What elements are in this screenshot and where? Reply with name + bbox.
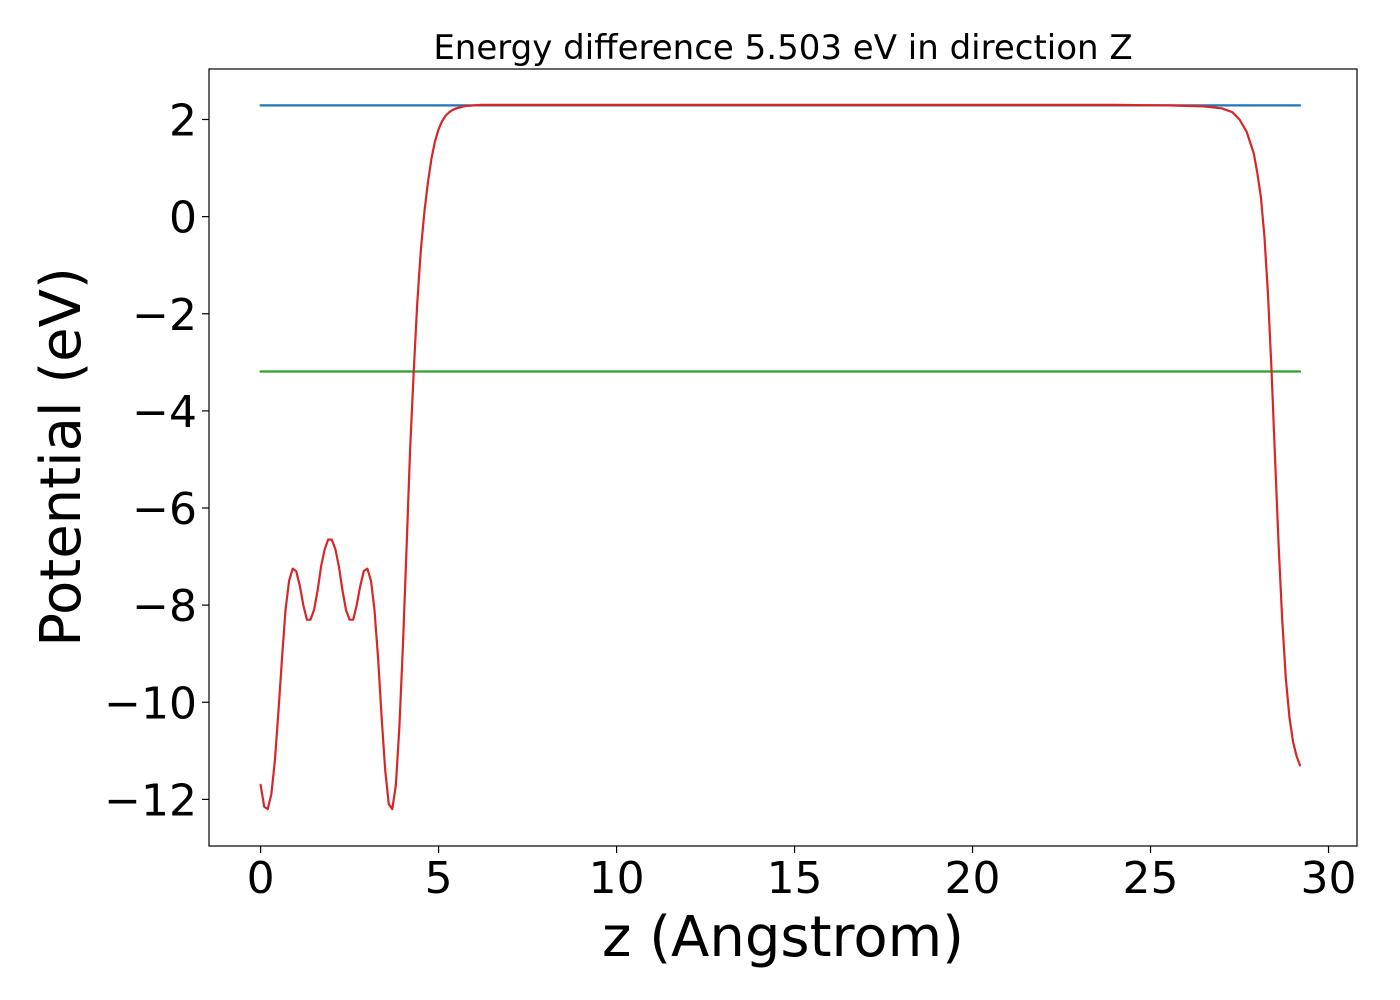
x-tick-label: 10 <box>589 853 645 904</box>
y-tick-label: 0 <box>169 193 197 244</box>
y-tick-label: −12 <box>104 775 197 826</box>
x-axis-ticks: 0 5 10 15 20 25 30 <box>247 846 1357 904</box>
y-axis-label: Potential (eV) <box>29 267 94 647</box>
x-tick-label: 30 <box>1301 853 1357 904</box>
chart-title: Energy difference 5.503 eV in direction … <box>433 28 1132 68</box>
y-tick-label: −4 <box>132 387 197 438</box>
y-axis-ticks: 2 0 −2 −4 −6 −8 −10 −12 <box>104 96 209 826</box>
potential-profile-line <box>259 103 1302 811</box>
x-tick-label: 15 <box>767 853 823 904</box>
x-axis-label: z (Angstrom) <box>602 905 964 970</box>
plot-area-background <box>209 69 1357 846</box>
y-tick-label: −10 <box>104 678 197 729</box>
x-tick-label: 20 <box>945 853 1001 904</box>
y-tick-label: 2 <box>169 96 197 147</box>
y-tick-label: −2 <box>132 290 197 341</box>
plot-area-frame <box>208 68 1358 847</box>
y-tick-label: −6 <box>132 484 197 535</box>
x-tick-label: 0 <box>247 853 275 904</box>
x-tick-label: 5 <box>425 853 453 904</box>
y-tick-label: −8 <box>132 581 197 632</box>
series-lines <box>259 103 1302 811</box>
x-tick-label: 25 <box>1123 853 1179 904</box>
